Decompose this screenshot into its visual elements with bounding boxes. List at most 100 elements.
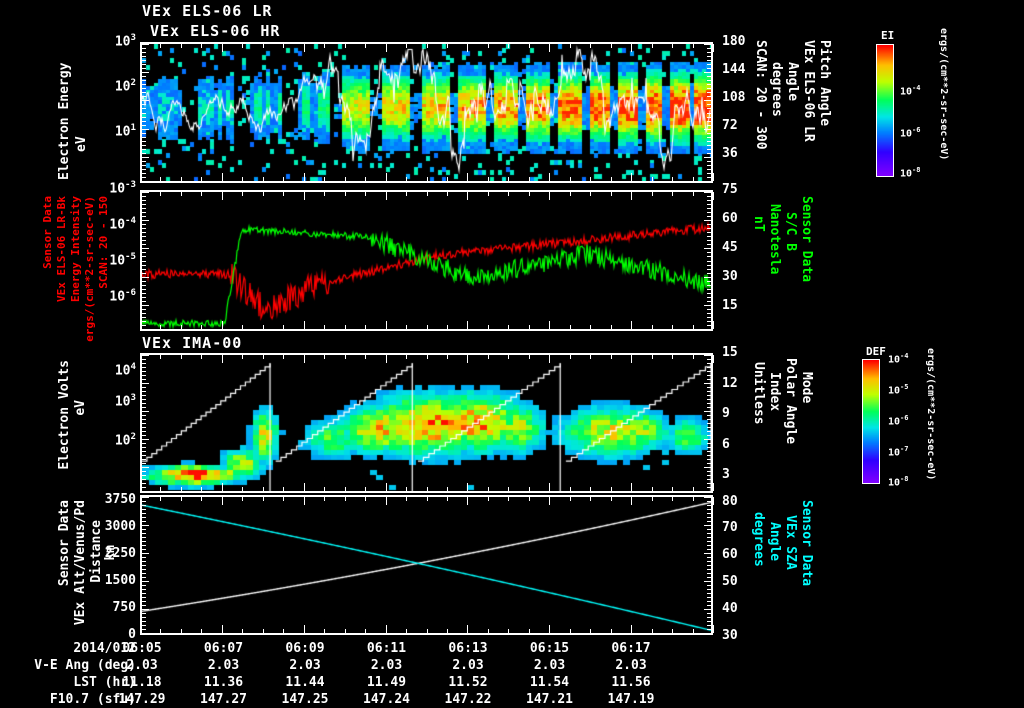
ytick-minor-right-p3 — [707, 505, 712, 506]
xtick-bottom-p1 — [631, 321, 632, 329]
bottom-cell-lst: 11.54 — [529, 675, 570, 690]
xtick-top-p2 — [672, 355, 673, 359]
ytick-minor-right-p0 — [707, 173, 712, 174]
panel-ima-ytick-1e2: 102 — [114, 432, 136, 449]
xtick-top-p0 — [549, 44, 550, 52]
ytick-minor-left-p1 — [141, 313, 146, 314]
xtick-top-p1 — [242, 192, 243, 196]
ytick-minor-left-p0 — [141, 96, 146, 97]
xtick-top-p1 — [140, 192, 141, 200]
colorbar-def-tick-5: 10-8 — [888, 475, 909, 489]
ytick-minor-left-p3 — [141, 557, 146, 558]
bottom-cell-f107: 147.25 — [281, 692, 329, 707]
xtick-top-p3 — [201, 497, 202, 501]
ytick-minor-right-p1 — [707, 309, 712, 310]
ytick-minor-left-p1 — [141, 289, 146, 290]
panel-els-ylabel-2: eV — [74, 136, 89, 152]
xtick-top-p0 — [652, 44, 653, 48]
xtick-top-p0 — [283, 44, 284, 48]
xtick-bottom-p3 — [406, 629, 407, 633]
xtick-top-p1 — [570, 192, 571, 196]
ytick-minor-left-p1 — [141, 252, 146, 253]
xtick-bottom-p1 — [201, 325, 202, 329]
ytick-minor-right-p1 — [707, 244, 712, 245]
xtick-top-p1 — [631, 192, 632, 200]
xtick-bottom-p0 — [263, 177, 264, 181]
ytick-minor-left-p1 — [141, 297, 146, 298]
panel-ima-rlabel-2: Polar Angle — [783, 358, 798, 445]
ytick-minor-left-p0 — [141, 117, 146, 118]
xtick-top-p0 — [672, 44, 673, 48]
ytick-minor-left-p2 — [141, 407, 146, 408]
panel-alt-ytick-3000: 3000 — [104, 519, 136, 534]
ytick-minor-left-p1 — [141, 329, 146, 330]
ytick-minor-left-p2 — [141, 439, 149, 440]
panel-els-rlabel-5: SCAN: 20 - 300 — [753, 40, 768, 150]
xtick-bottom-p0 — [406, 177, 407, 181]
xtick-top-p0 — [529, 44, 530, 48]
xtick-bottom-p1 — [160, 325, 161, 329]
ytick-minor-right-p0 — [707, 104, 712, 105]
xtick-bottom-p1 — [590, 325, 591, 329]
xtick-top-p1 — [283, 192, 284, 196]
ytick-minor-left-p0 — [141, 100, 149, 101]
panel-alt-rtick-60: 60 — [722, 547, 738, 562]
xtick-top-p3 — [181, 497, 182, 501]
ytick-minor-right-p3 — [707, 573, 712, 574]
ytick-minor-left-p2 — [141, 431, 146, 432]
bottom-cell-lst: 11.49 — [366, 675, 407, 690]
ytick-minor-right-p1 — [707, 265, 712, 266]
ytick-minor-left-p1 — [141, 200, 146, 201]
ytick-minor-left-p3 — [141, 573, 146, 574]
ytick-minor-right-p0 — [707, 145, 712, 146]
ytick-minor-left-p1 — [141, 277, 149, 278]
ytick-minor-left-p2 — [141, 355, 149, 356]
bottom-cell-lst: 11.18 — [122, 675, 162, 690]
xtick-top-p2 — [242, 355, 243, 359]
colorbar-def-tick-3: 10-6 — [888, 414, 909, 428]
xtick-top-p3 — [713, 497, 714, 505]
xtick-top-p3 — [324, 497, 325, 501]
ytick-minor-right-p2 — [704, 467, 712, 468]
ytick-minor-right-p2 — [707, 359, 712, 360]
ytick-minor-right-p1 — [707, 329, 712, 330]
xtick-top-p2 — [570, 355, 571, 359]
ytick-minor-left-p3 — [141, 513, 146, 514]
ytick-minor-left-p0 — [141, 181, 146, 182]
xtick-top-p3 — [160, 497, 161, 501]
panel-alt-ytick-1500: 1500 — [104, 573, 136, 588]
ytick-minor-left-p1 — [141, 236, 146, 237]
ytick-minor-left-p2 — [141, 411, 149, 412]
ytick-minor-left-p2 — [141, 483, 146, 484]
panel-ei-ytick-1e-3: 10-3 — [109, 180, 136, 197]
panel-ei-ylabel-3: Energy Intensity — [69, 196, 82, 302]
xtick-top-p0 — [631, 44, 632, 52]
xtick-bottom-p0 — [447, 177, 448, 181]
ytick-minor-right-p3 — [707, 529, 712, 530]
ytick-minor-right-p0 — [707, 169, 712, 170]
ytick-minor-left-p1 — [141, 261, 146, 262]
xtick-top-p3 — [406, 497, 407, 501]
ytick-minor-left-p0 — [141, 177, 146, 178]
xtick-top-p2 — [427, 355, 428, 359]
ytick-minor-right-p3 — [707, 521, 712, 522]
xtick-bottom-p2 — [672, 487, 673, 491]
ytick-minor-right-p2 — [707, 379, 712, 380]
panel-els-ytick-10: 101 — [114, 123, 136, 140]
ytick-minor-right-p2 — [707, 459, 712, 460]
xtick-bottom-p1 — [263, 325, 264, 329]
xtick-bottom-p0 — [713, 173, 714, 181]
ytick-minor-right-p2 — [704, 355, 712, 356]
panel-alt-rlabel-1: Sensor Data — [799, 500, 814, 587]
xtick-top-p1 — [611, 192, 612, 196]
xtick-top-p0 — [365, 44, 366, 48]
ytick-minor-left-p1 — [141, 240, 146, 241]
ytick-minor-right-p0 — [707, 68, 712, 69]
ytick-minor-left-p1 — [141, 285, 146, 286]
panel-ei-rlabel-1: Sensor Data — [799, 196, 814, 283]
xtick-bottom-p1 — [693, 325, 694, 329]
ytick-minor-right-p2 — [707, 451, 712, 452]
xtick-bottom-p3 — [304, 625, 305, 633]
xtick-bottom-p2 — [652, 487, 653, 491]
xtick-top-p1 — [222, 192, 223, 200]
